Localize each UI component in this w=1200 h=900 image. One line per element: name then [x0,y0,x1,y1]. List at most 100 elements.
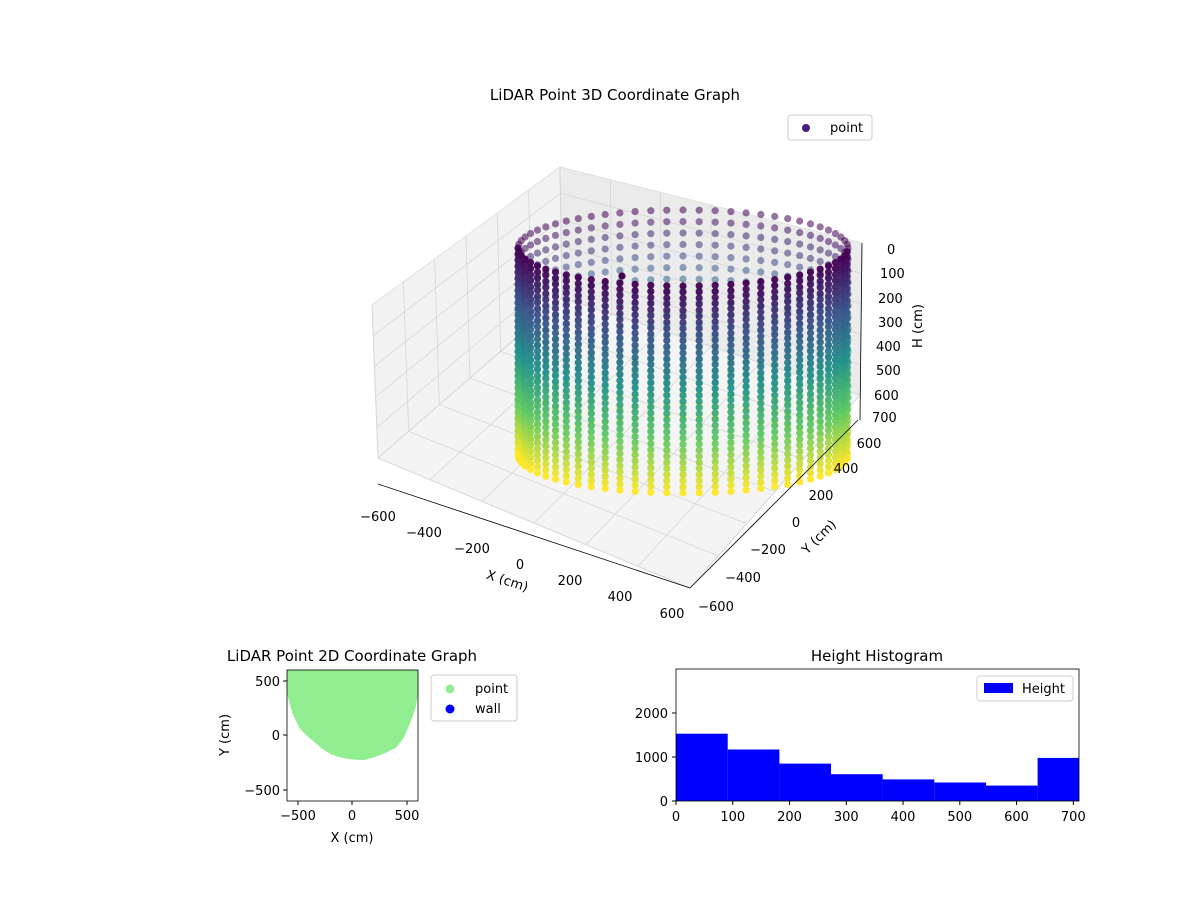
point-3d [771,470,779,478]
point-3d [542,429,550,438]
x-tick-label: 700 [1061,810,1086,825]
point-3d [551,274,560,282]
point-3d [616,389,624,397]
point-3d [806,335,815,343]
point-3d [742,303,750,312]
point-3d [831,258,840,267]
histogram-bar [934,782,986,801]
point-3d [631,208,639,216]
point-3d [601,314,609,322]
point-3d [757,268,765,276]
point-3d [527,423,535,431]
point-3d [742,334,750,342]
point-3d [831,362,840,370]
point-3d [742,243,750,251]
x-tick-label: 500 [395,809,420,824]
point-3d [631,292,639,301]
point-3d [742,209,750,217]
point-3d [771,385,779,393]
point-3d [679,343,687,351]
point-3d [616,358,624,366]
point-3d [816,308,824,316]
point-3d [695,206,703,214]
point-3d [711,287,719,295]
point-3d [796,393,804,401]
point-3d [695,264,703,272]
point-3d [742,266,750,274]
point-3d [679,337,687,345]
point-3d [631,487,639,495]
point-3d [695,288,703,296]
point-3d [601,399,609,407]
point-3d [679,318,687,327]
point-3d [757,363,765,371]
point-3d [587,379,595,387]
point-3d [562,472,570,480]
point-3d [771,343,779,351]
point-3d [695,404,703,412]
point-3d [796,423,804,431]
point-3d [631,311,639,319]
point-3d [542,417,550,425]
point-3d [837,267,845,275]
point-3d [562,466,570,474]
point-3d [551,347,560,355]
point-3d [796,229,804,237]
point-3d [771,397,779,405]
point-3d [551,243,560,251]
point-3d [824,311,833,319]
point-3d [616,468,624,476]
point-3d [796,472,804,480]
point-3d [542,411,550,419]
point-3d [711,415,719,423]
point-3d [796,313,804,322]
point-3d [824,396,833,404]
point-3d [784,328,792,336]
point-3d [727,286,735,295]
point-3d [542,466,550,474]
x-tick-label: 200 [558,574,583,589]
point-3d [616,443,624,452]
point-3d [514,366,522,374]
point-3d [695,337,703,345]
point-3d [587,464,595,472]
point-3d [837,261,845,269]
point-3d [784,480,792,488]
point-3d [727,311,735,319]
point-3d [679,252,687,260]
point-3d [551,396,560,404]
point-3d [711,427,719,435]
point-3d [784,444,792,452]
point-3d [824,323,833,331]
point-3d [806,469,815,477]
point-3d [601,290,609,298]
point-3d [601,387,609,395]
point-3d [711,318,719,326]
point-3d [527,368,535,376]
point-3d [601,411,609,420]
point-3d [587,422,595,430]
point-3d [711,433,719,442]
point-3d [587,349,595,357]
point-3d [601,284,609,292]
point-3d [616,297,624,305]
point-3d [711,342,719,350]
point-3d [824,457,833,465]
point-3d [631,402,639,410]
point-3d [695,218,703,226]
y-tick-label: 600 [857,437,882,452]
point-3d [837,432,845,440]
point-3d [727,378,735,386]
point-3d [784,432,792,440]
point-3d [542,338,550,346]
point-3d [647,391,655,399]
point-3d [551,414,560,422]
point-3d [587,483,595,491]
point-3d [542,344,550,352]
grid-line [660,192,662,331]
point-3d [527,465,535,474]
point-3d [514,311,522,319]
point-3d [551,353,560,361]
point-3d [647,336,655,344]
point-3d [679,385,687,394]
